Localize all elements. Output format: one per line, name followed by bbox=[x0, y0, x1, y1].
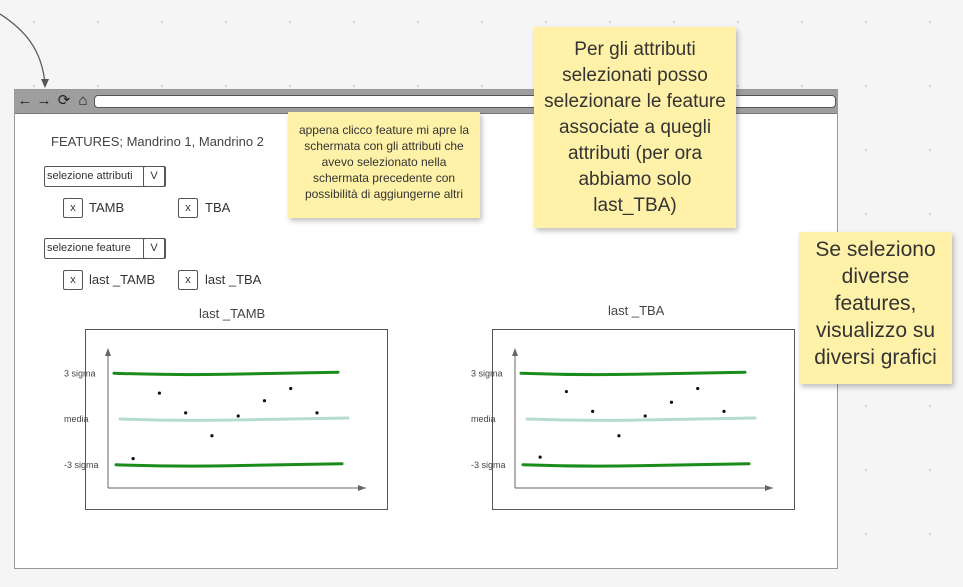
grid-dot bbox=[33, 21, 35, 23]
grid-dot bbox=[289, 85, 291, 87]
label-3-sigma: 3 sigma bbox=[471, 368, 503, 378]
data-point bbox=[157, 391, 161, 395]
checkbox-last-tamb[interactable]: x bbox=[63, 270, 83, 290]
x-axis-arrowhead bbox=[765, 485, 773, 491]
mean-line bbox=[525, 416, 757, 422]
x-axis-arrowhead bbox=[358, 485, 366, 491]
data-point bbox=[669, 400, 674, 404]
chart-last-tba: 3 sigma media -3 sigma bbox=[471, 329, 795, 510]
checkbox-tba-label: TBA bbox=[205, 200, 231, 215]
upper-limit-line bbox=[112, 370, 340, 377]
sticky-note-feature-screen: appena clicco feature mi apre la scherma… bbox=[288, 112, 480, 218]
label-media: media bbox=[471, 414, 496, 424]
grid-dot bbox=[801, 85, 803, 87]
lower-limit-line bbox=[521, 462, 751, 468]
chart-title-last-tamb: last _TAMB bbox=[199, 306, 266, 321]
data-point bbox=[564, 389, 568, 394]
feature-select[interactable]: selezione feature V bbox=[44, 238, 166, 259]
grid-dot bbox=[929, 149, 931, 151]
sticky-note-attribute-features: Per gli attributi selezionati posso sele… bbox=[534, 27, 736, 228]
grid-dot bbox=[929, 85, 931, 87]
forward-arrow-icon[interactable]: → bbox=[36, 92, 52, 109]
connector-arrowhead bbox=[41, 79, 49, 88]
grid-dot bbox=[865, 405, 867, 407]
grid-dot bbox=[801, 21, 803, 23]
feature-select-label: selezione feature bbox=[47, 242, 131, 254]
label-media: media bbox=[64, 414, 89, 424]
grid-dot bbox=[161, 85, 163, 87]
grid-dot bbox=[737, 85, 739, 87]
home-icon[interactable]: ⌂ bbox=[78, 92, 88, 109]
grid-dot bbox=[865, 533, 867, 535]
attribute-select-arrow[interactable]: V bbox=[143, 166, 165, 187]
checkbox-tba[interactable]: x bbox=[178, 198, 198, 218]
grid-dot bbox=[289, 21, 291, 23]
sticky-note-multiple-charts: Se seleziono diverse features, visualizz… bbox=[799, 232, 952, 384]
data-point bbox=[131, 457, 135, 461]
data-point bbox=[289, 386, 293, 391]
checkbox-last-tba[interactable]: x bbox=[178, 270, 198, 290]
data-point bbox=[591, 409, 595, 413]
grid-dot bbox=[929, 405, 931, 407]
grid-dot bbox=[353, 21, 355, 23]
y-axis-arrowhead bbox=[512, 348, 518, 356]
grid-dot bbox=[417, 85, 419, 87]
label-3-sigma: 3 sigma bbox=[64, 368, 96, 378]
chart-last-tba-svg: 3 sigma media -3 sigma bbox=[471, 348, 773, 491]
label-minus-3-sigma: -3 sigma bbox=[471, 460, 506, 470]
data-point bbox=[643, 414, 647, 418]
grid-dot bbox=[865, 213, 867, 215]
attribute-select[interactable]: selezione attributi V bbox=[44, 166, 166, 187]
checkbox-tamb[interactable]: x bbox=[63, 198, 83, 218]
grid-dot bbox=[161, 21, 163, 23]
chart-last-tamb: 3 sigma media -3 sigma bbox=[64, 329, 388, 510]
features-title: FEATURES; Mandrino 1, Mandrino 2 bbox=[51, 134, 264, 149]
mean-line bbox=[118, 416, 350, 422]
data-point bbox=[617, 434, 621, 438]
grid-dot bbox=[929, 533, 931, 535]
grid-dot bbox=[929, 21, 931, 23]
grid-dot bbox=[865, 469, 867, 471]
label-minus-3-sigma: -3 sigma bbox=[64, 460, 99, 470]
grid-dot bbox=[865, 85, 867, 87]
grid-dot bbox=[225, 85, 227, 87]
grid-dot bbox=[33, 85, 35, 87]
feature-select-arrow[interactable]: V bbox=[143, 238, 165, 259]
grid-dot bbox=[97, 21, 99, 23]
back-arrow-icon[interactable]: ← bbox=[17, 92, 33, 109]
grid-dot bbox=[225, 21, 227, 23]
grid-dot bbox=[609, 21, 611, 23]
grid-dot bbox=[481, 21, 483, 23]
data-point bbox=[538, 455, 542, 459]
y-axis-arrowhead bbox=[105, 348, 111, 356]
reload-icon[interactable]: ⟳ bbox=[57, 92, 71, 109]
grid-dot bbox=[353, 85, 355, 87]
checkbox-tamb-label: TAMB bbox=[89, 200, 125, 215]
grid-dot bbox=[481, 85, 483, 87]
grid-dot bbox=[97, 85, 99, 87]
grid-dot bbox=[865, 21, 867, 23]
data-point bbox=[210, 434, 214, 438]
connector-arrow bbox=[0, 13, 46, 85]
chart-last-tamb-svg: 3 sigma media -3 sigma bbox=[64, 348, 366, 491]
data-point bbox=[262, 399, 267, 403]
lower-limit-line bbox=[114, 462, 344, 468]
grid-dot bbox=[545, 21, 547, 23]
chart-title-last-tba: last _TBA bbox=[608, 303, 665, 318]
upper-limit-line bbox=[519, 370, 747, 377]
data-point bbox=[184, 411, 188, 415]
checkbox-last-tba-label: last _TBA bbox=[205, 272, 262, 287]
grid-dot bbox=[737, 21, 739, 23]
grid-dot bbox=[673, 21, 675, 23]
checkbox-last-tamb-label: last _TAMB bbox=[89, 272, 156, 287]
grid-dot bbox=[417, 21, 419, 23]
data-point bbox=[696, 386, 700, 391]
attribute-select-label: selezione attributi bbox=[47, 170, 133, 182]
grid-dot bbox=[929, 469, 931, 471]
grid-dot bbox=[865, 149, 867, 151]
data-point bbox=[236, 414, 240, 418]
data-point bbox=[722, 409, 726, 413]
data-point bbox=[315, 411, 319, 415]
grid-dot bbox=[929, 213, 931, 215]
